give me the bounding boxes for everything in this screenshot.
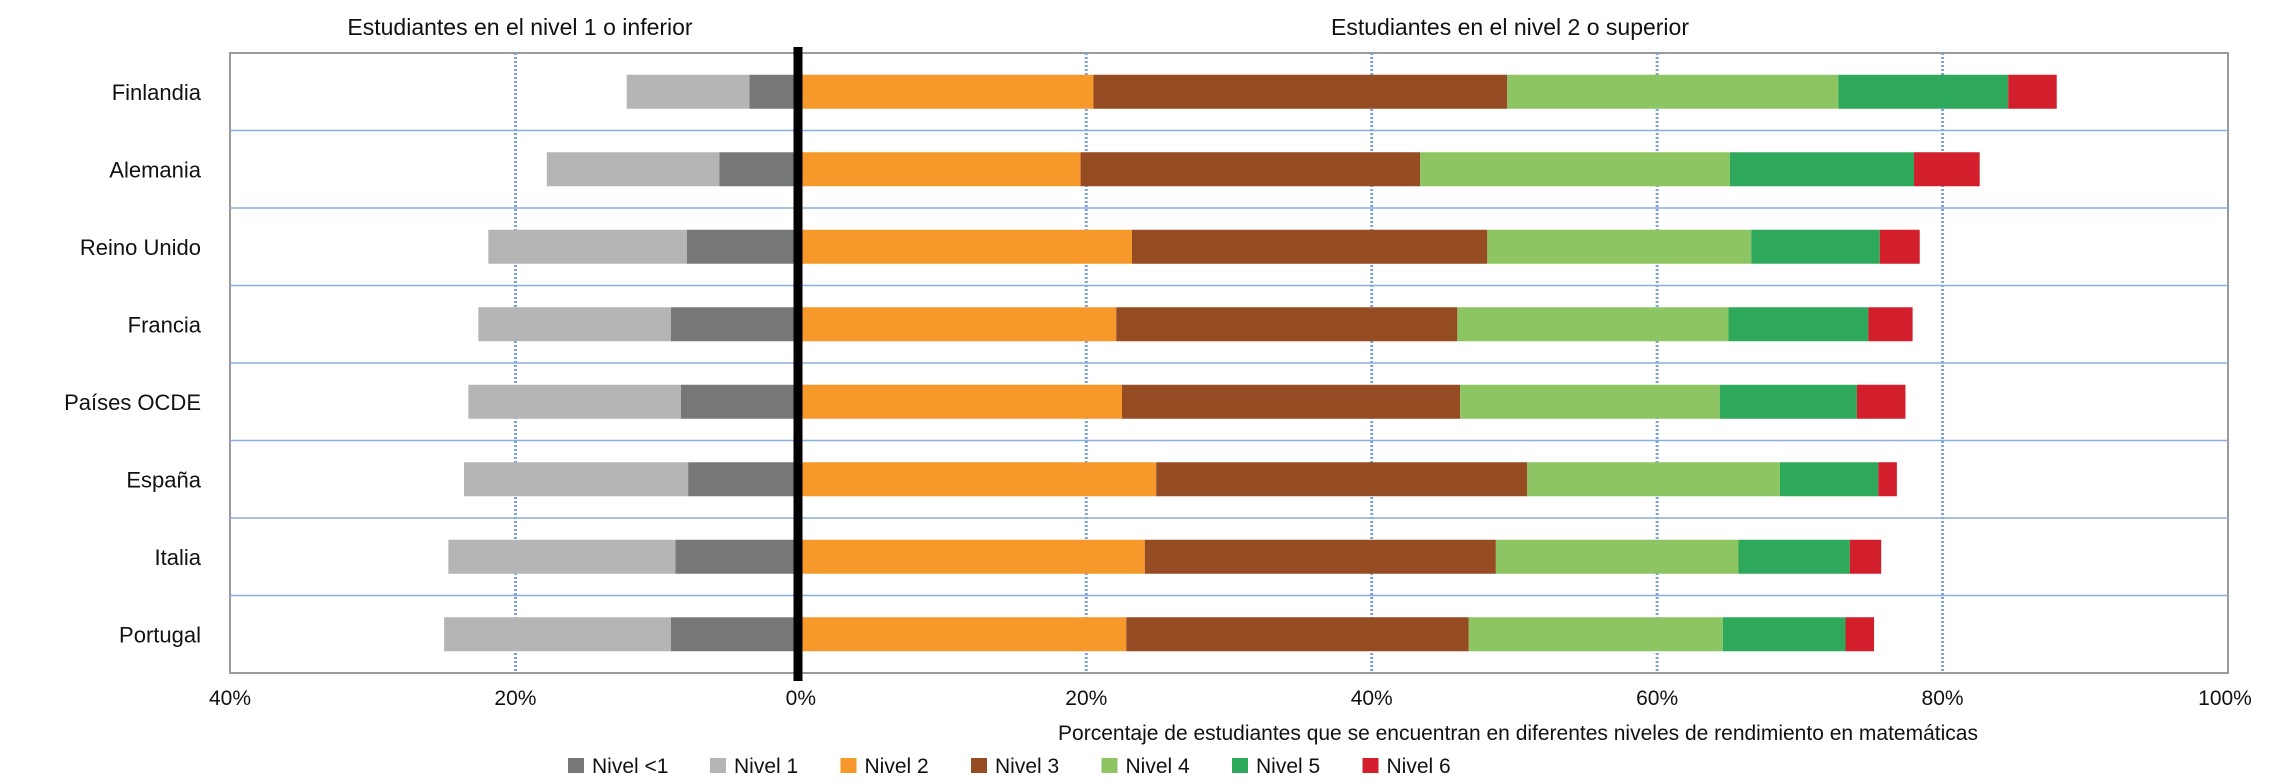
bar-segment — [1156, 462, 1528, 497]
bar-segment — [464, 462, 689, 497]
bar-segment — [1729, 152, 1915, 187]
legend: Nivel <1 Nivel 1 Nivel 2 Nivel 3 Nivel 4 Nive… — [568, 755, 1451, 778]
bar-segment — [1116, 307, 1458, 342]
bar-segment — [1457, 307, 1729, 342]
bar-segment — [1460, 384, 1720, 419]
bar-segment — [1131, 229, 1488, 264]
category-label: España — [126, 467, 201, 492]
x-tick-label: 100% — [2198, 687, 2252, 710]
bar-segment — [1527, 462, 1780, 497]
bars — [444, 74, 2057, 652]
bar-segment — [686, 229, 801, 264]
bar-segment — [444, 617, 671, 652]
legend-swatch — [1362, 758, 1379, 773]
bar-segment — [1126, 617, 1469, 652]
category-label: Países OCDE — [64, 390, 201, 415]
legend-swatch — [971, 758, 987, 773]
bar-segment — [1838, 74, 2009, 109]
bar-segment — [670, 307, 801, 342]
bar-segment — [1878, 462, 1897, 497]
x-tick-label: 80% — [1922, 687, 1964, 710]
bar-segment — [1080, 152, 1421, 187]
bar-segment — [488, 229, 687, 264]
legend-label: Nivel 3 — [995, 755, 1059, 778]
bar-segment — [800, 539, 1145, 574]
x-tick-label: 40% — [1351, 687, 1393, 710]
legend-swatch — [1232, 758, 1248, 773]
bar-segment — [468, 384, 681, 419]
bar-segment — [1507, 74, 1839, 109]
bar-segment — [478, 307, 671, 342]
category-label: Portugal — [119, 622, 201, 647]
bar-segment — [626, 74, 750, 109]
category-label: Francia — [128, 312, 202, 337]
bar-segment — [1738, 539, 1850, 574]
legend-label: Nivel 1 — [734, 755, 798, 778]
category-label: Reino Unido — [80, 235, 201, 260]
bar-segment — [1856, 384, 1906, 419]
bar-segment — [1093, 74, 1508, 109]
bar-segment — [1121, 384, 1461, 419]
bar-segment — [800, 307, 1117, 342]
bar-segment — [1719, 384, 1857, 419]
bar-segment — [1868, 307, 1913, 342]
bar-segment — [1751, 229, 1880, 264]
bar-segment — [800, 74, 1094, 109]
bar-segment — [1144, 539, 1496, 574]
left-heading: Estudiantes en el nivel 1 o inferior — [347, 14, 693, 40]
bar-segment — [675, 539, 801, 574]
x-tick-label: 20% — [494, 687, 536, 710]
x-tick-labels: 40% 20% 0% 20% 40% 60% 80% 100% — [209, 687, 2252, 710]
bar-segment — [1487, 229, 1752, 264]
bar-segment — [448, 539, 676, 574]
x-tick-label: 40% — [209, 687, 251, 710]
bar-segment — [2008, 74, 2057, 109]
bar-segment — [800, 152, 1081, 187]
bar-segment — [1728, 307, 1869, 342]
bar-segment — [670, 617, 801, 652]
bar-segment — [1849, 539, 1882, 574]
category-label: Italia — [155, 545, 202, 570]
x-axis-label: Porcentaje de estudiantes que se encuent… — [1058, 722, 1978, 745]
legend-label: Nivel <1 — [592, 755, 668, 778]
bar-segment — [1879, 229, 1920, 264]
bar-segment — [800, 462, 1157, 497]
bar-segment — [1779, 462, 1879, 497]
legend-swatch — [840, 758, 857, 773]
bar-segment — [546, 152, 720, 187]
x-tick-label: 60% — [1636, 687, 1678, 710]
legend-swatch — [1101, 758, 1118, 773]
bar-segment — [1845, 617, 1875, 652]
category-label: Alemania — [109, 157, 201, 182]
legend-label: Nivel 5 — [1256, 755, 1320, 778]
legend-swatch — [568, 758, 584, 773]
legend-label: Nivel 4 — [1126, 755, 1191, 778]
bar-segment — [800, 384, 1122, 419]
bar-segment — [719, 152, 801, 187]
x-tick-label: 20% — [1065, 687, 1107, 710]
bar-segment — [1914, 152, 1980, 187]
category-labels: Finlandia Alemania Reino Unido Francia Paíse… — [64, 80, 202, 648]
bar-segment — [680, 384, 801, 419]
legend-swatch — [710, 758, 726, 773]
legend-label: Nivel 2 — [865, 755, 929, 778]
bar-segment — [1420, 152, 1730, 187]
right-heading: Estudiantes en el nivel 2 o superior — [1331, 14, 1689, 40]
bar-segment — [800, 617, 1127, 652]
legend-label: Nivel 6 — [1387, 755, 1451, 778]
bar-segment — [1468, 617, 1723, 652]
bar-segment — [749, 74, 801, 109]
bar-segment — [1495, 539, 1739, 574]
category-label: Finlandia — [112, 80, 202, 105]
bar-segment — [1722, 617, 1846, 652]
x-tick-label: 0% — [786, 687, 816, 710]
bar-segment — [800, 229, 1132, 264]
bar-segment — [688, 462, 801, 497]
